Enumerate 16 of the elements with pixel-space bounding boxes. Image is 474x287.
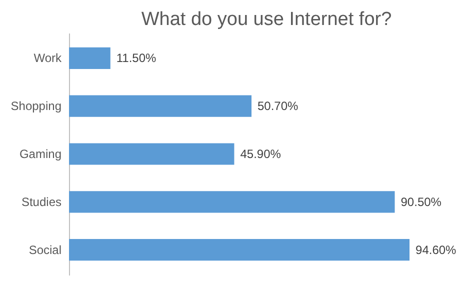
y-tick-label: Work <box>34 51 62 66</box>
bar <box>69 239 410 261</box>
y-tick-label: Gaming <box>19 147 62 161</box>
data-label: 94.60% <box>416 242 457 257</box>
data-label: 45.90% <box>240 147 282 161</box>
data-label: 90.50% <box>400 194 442 209</box>
bar <box>69 47 110 69</box>
y-tick-label: Social <box>28 242 62 257</box>
bar <box>69 143 234 165</box>
bar <box>69 95 252 117</box>
y-tick-label: Studies <box>21 194 62 209</box>
bar <box>69 191 395 213</box>
data-label: 11.50% <box>116 51 157 66</box>
y-tick-label: Shopping <box>10 99 62 114</box>
chart-title: What do you use Internet for? <box>141 9 392 30</box>
data-label: 50.70% <box>257 99 299 114</box>
